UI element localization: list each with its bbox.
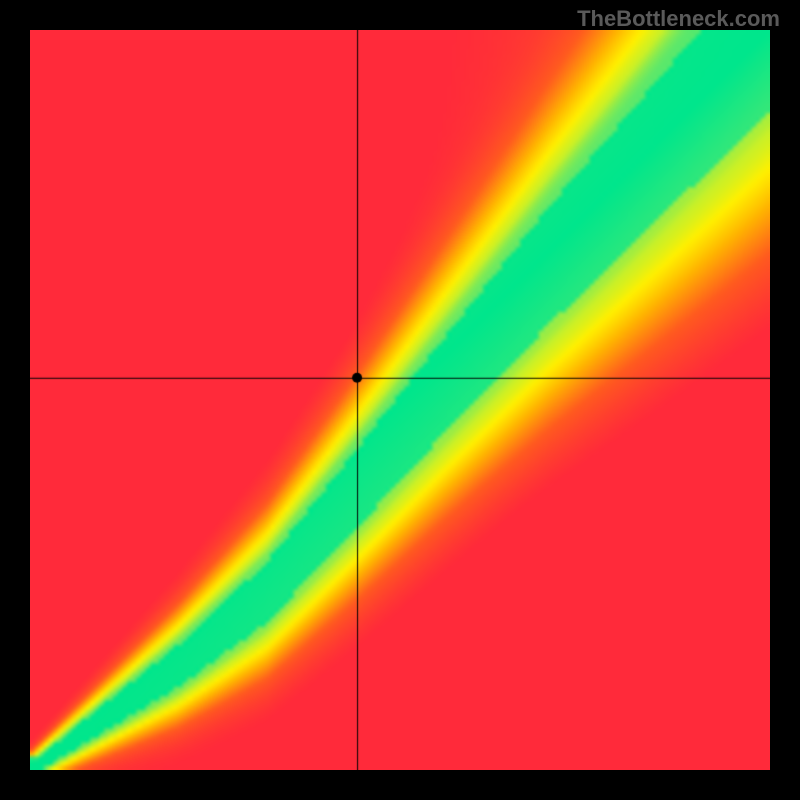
- chart-container: TheBottleneck.com: [0, 0, 800, 800]
- watermark-text: TheBottleneck.com: [577, 6, 780, 32]
- heatmap-canvas: [30, 30, 770, 770]
- heatmap-plot: [30, 30, 770, 770]
